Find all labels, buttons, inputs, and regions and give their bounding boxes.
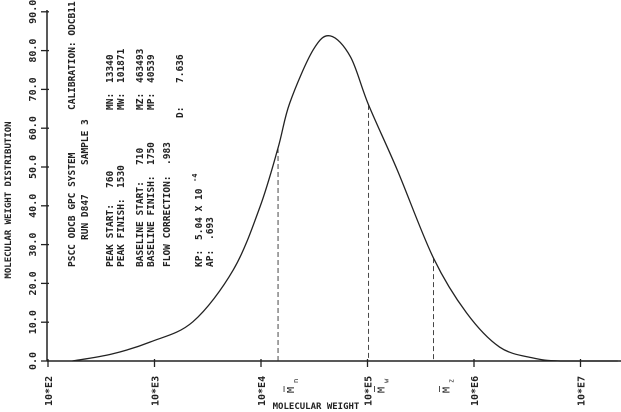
- mp-label: MP:: [146, 93, 157, 110]
- mn-label: MN:: [105, 93, 116, 110]
- flow-correction-label: FLOW CORRECTION:: [162, 175, 173, 267]
- ap-label: AP:: [205, 250, 216, 267]
- mn-value: 13340: [105, 54, 116, 83]
- x-axis-title: MOLECULAR WEIGHT: [273, 402, 360, 412]
- y-axis-title: MOLECULAR WEIGHT DISTRIBUTION: [4, 121, 14, 278]
- x-tick-label: 10*E4: [257, 376, 268, 406]
- calibration: CALIBRATION: ODCB11: [67, 1, 78, 110]
- marker-subscript: z: [448, 379, 456, 383]
- peak-finish-value: 1530: [116, 165, 127, 188]
- distribution-curve: [72, 35, 618, 362]
- y-tick-label: 50.0: [28, 155, 39, 179]
- y-tick-label: 70.0: [28, 77, 39, 101]
- marker-letter: M: [286, 387, 297, 393]
- x-tick-label: 10*E7: [577, 376, 588, 406]
- y-tick-label: 30.0: [28, 233, 39, 257]
- kp-value: 5.04 X 10: [194, 188, 205, 240]
- mz-label: MZ:: [135, 93, 146, 110]
- ap-value: .693: [205, 217, 216, 240]
- kp-label: KP:: [194, 250, 205, 267]
- y-tick-label: 60.0: [28, 116, 39, 140]
- y-tick-label: 40.0: [28, 194, 39, 218]
- d-label: D:: [175, 107, 186, 118]
- mw-label: MW:: [116, 93, 127, 110]
- marker-letter: M: [377, 387, 388, 393]
- axes: [46, 10, 621, 362]
- baseline-start-value: 710: [135, 148, 146, 165]
- sample-id: SAMPLE 3: [80, 119, 91, 165]
- marker-subscript: w: [383, 378, 391, 383]
- x-tick-label: 10*E5: [364, 376, 375, 406]
- y-tick-label: 90.0: [28, 0, 39, 24]
- d-value: 7.636: [175, 54, 186, 83]
- marker-label-mz: Mz: [439, 379, 456, 393]
- y-tick-label: 0.0: [28, 352, 39, 370]
- run-id: RUN D847: [80, 194, 91, 240]
- y-tick-label: 20.0: [28, 271, 39, 295]
- mp-value: 40539: [146, 54, 157, 83]
- marker-label-mw: Mw: [374, 378, 391, 393]
- y-tick-label: 80.0: [28, 39, 39, 63]
- marker-subscript: n: [292, 379, 300, 383]
- x-tick-label: 10*E6: [470, 376, 481, 406]
- flow-correction-value: .983: [162, 142, 173, 165]
- baseline-finish-label: BASELINE FINISH:: [146, 175, 157, 267]
- x-tick-label: 10*E2: [44, 376, 55, 406]
- x-tick-label: 10*E3: [151, 376, 162, 406]
- baseline-finish-value: 1750: [146, 142, 157, 165]
- mw-value: 101871: [116, 48, 127, 83]
- marker-label-mn: Mn: [283, 379, 300, 393]
- system-title: PSCC ODCB GPC SYSTEM: [67, 152, 78, 267]
- x-ticks: 10*E2 10*E3 10*E4 10*E5 10*E6 10*E7: [44, 359, 588, 406]
- marker-letter: M: [442, 387, 453, 393]
- baseline-start-label: BASELINE START:: [135, 181, 146, 267]
- peak-start-value: 760: [105, 171, 116, 188]
- mz-value: 463493: [135, 48, 146, 83]
- y-tick-label: 10.0: [28, 310, 39, 334]
- kp-exponent: -4: [191, 174, 199, 182]
- peak-start-label: PEAK START:: [105, 204, 116, 267]
- info-block: PSCC ODCB GPC SYSTEM CALIBRATION: ODCB11…: [67, 1, 216, 267]
- peak-finish-label: PEAK FINISH:: [116, 198, 127, 267]
- y-ticks: 0.0 10.0 20.0 30.0 40.0 50.0 60.0 70.0 80.0 90.0: [28, 0, 49, 370]
